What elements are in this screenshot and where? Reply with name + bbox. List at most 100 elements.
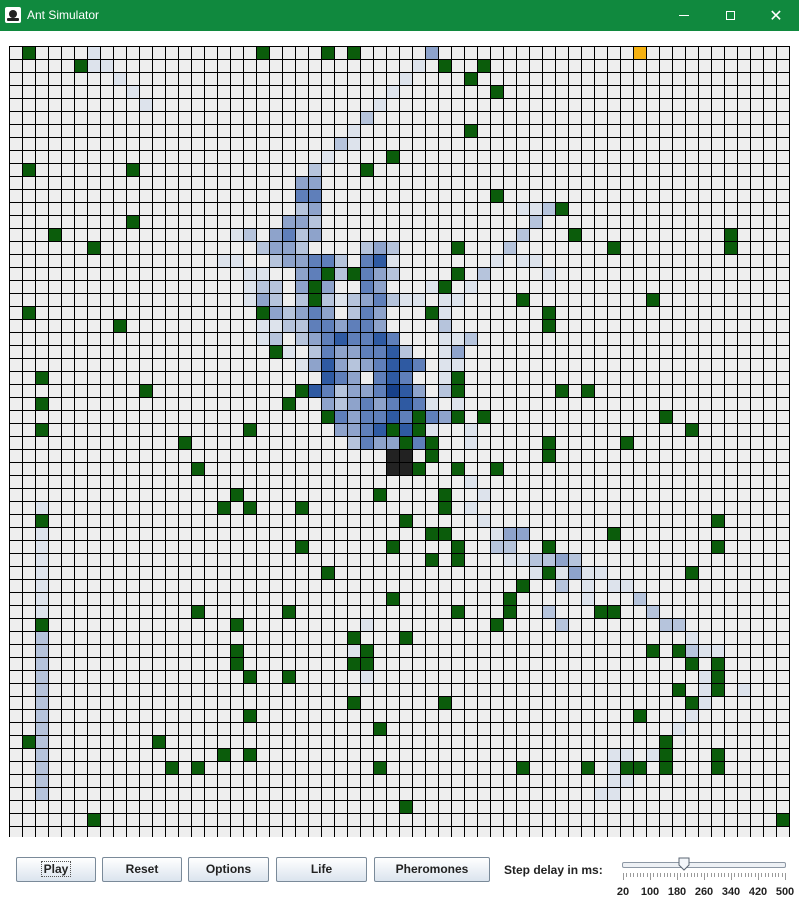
play-button[interactable]: Play — [16, 857, 96, 882]
food-cell — [48, 228, 61, 241]
pheromone-cell — [607, 748, 620, 761]
pheromone-cell — [542, 267, 555, 280]
pheromone-cell — [308, 345, 321, 358]
pheromone-cell — [347, 358, 360, 371]
pheromone-cell — [308, 267, 321, 280]
pheromone-cell — [373, 358, 386, 371]
pheromone-cell — [35, 722, 48, 735]
pheromone-cell — [269, 241, 282, 254]
pheromone-cell — [347, 332, 360, 345]
food-cell — [243, 748, 256, 761]
food-cell — [555, 384, 568, 397]
pheromone-cell — [308, 254, 321, 267]
pheromone-cell — [360, 332, 373, 345]
pheromone-cell — [347, 306, 360, 319]
pheromone-cell — [490, 254, 503, 267]
simulation-grid[interactable] — [0, 31, 799, 837]
pheromone-cell — [412, 293, 425, 306]
slider-track[interactable] — [622, 862, 786, 868]
life-button[interactable]: Life — [276, 857, 367, 882]
maximize-button[interactable] — [707, 0, 753, 31]
slider-tick — [758, 873, 759, 880]
pheromone-cell — [308, 163, 321, 176]
pheromone-cell — [321, 332, 334, 345]
pheromone-cell — [256, 293, 269, 306]
food-cell — [672, 644, 685, 657]
pheromone-cell — [35, 501, 48, 514]
slider-tick — [754, 873, 756, 877]
food-cell — [230, 644, 243, 657]
food-cell — [191, 462, 204, 475]
pheromone-cell — [334, 345, 347, 358]
slider-tick — [781, 873, 783, 877]
pheromone-cell — [568, 553, 581, 566]
maximize-icon — [725, 11, 735, 20]
grid-lines — [9, 46, 790, 837]
slider-tick — [697, 873, 699, 877]
slider-tick — [771, 873, 773, 877]
pheromone-cell — [269, 306, 282, 319]
pheromone-cell — [399, 371, 412, 384]
food-cell — [568, 228, 581, 241]
pheromone-cell — [373, 384, 386, 397]
pheromone-cell — [620, 774, 633, 787]
pheromone-cell — [282, 345, 295, 358]
food-cell — [243, 501, 256, 514]
food-cell — [35, 397, 48, 410]
food-cell — [516, 293, 529, 306]
food-cell — [269, 345, 282, 358]
pheromone-cell — [425, 397, 438, 410]
pheromone-cell — [87, 59, 100, 72]
food-cell — [425, 436, 438, 449]
food-cell — [451, 384, 464, 397]
pheromone-cell — [698, 670, 711, 683]
pheromones-button[interactable]: Pheromones — [374, 857, 490, 882]
slider-tick-label: 500 — [775, 886, 795, 898]
food-cell — [243, 423, 256, 436]
slider-tick — [751, 873, 753, 877]
pheromone-cell — [334, 384, 347, 397]
food-cell — [503, 605, 516, 618]
pheromone-cell — [360, 254, 373, 267]
options-button[interactable]: Options — [188, 857, 269, 882]
food-cell — [451, 553, 464, 566]
pheromone-cell — [503, 527, 516, 540]
pheromone-cell — [295, 280, 308, 293]
reset-button[interactable]: Reset — [102, 857, 182, 882]
slider-tick — [785, 873, 786, 880]
step-delay-slider[interactable]: 20 100 180 260 340 420 500 — [614, 855, 796, 906]
slider-tick — [704, 873, 705, 880]
slider-tick — [666, 873, 668, 877]
slider-tick — [629, 873, 631, 877]
pheromone-cell — [35, 553, 48, 566]
pheromone-cell — [503, 540, 516, 553]
pheromone-cell — [295, 267, 308, 280]
slider-thumb[interactable] — [678, 857, 690, 871]
food-cell — [152, 735, 165, 748]
slider-tick — [690, 873, 692, 877]
pheromone-cell — [438, 293, 451, 306]
minimize-button[interactable] — [661, 0, 707, 31]
slider-tick — [677, 873, 678, 880]
pheromone-cell — [295, 176, 308, 189]
food-cell — [646, 293, 659, 306]
food-cell — [217, 748, 230, 761]
pheromone-cell — [243, 293, 256, 306]
pheromone-cell — [282, 228, 295, 241]
pheromone-cell — [568, 566, 581, 579]
food-cell — [399, 800, 412, 813]
pheromone-cell — [399, 293, 412, 306]
pheromone-cell — [438, 345, 451, 358]
food-cell — [685, 657, 698, 670]
pheromone-cell — [607, 774, 620, 787]
pheromone-cell — [282, 306, 295, 319]
food-cell — [438, 280, 451, 293]
pheromone-cell — [35, 761, 48, 774]
close-button[interactable]: ✕ — [753, 0, 799, 31]
pheromone-cell — [308, 202, 321, 215]
food-cell — [633, 761, 646, 774]
pheromone-cell — [360, 111, 373, 124]
food-cell — [464, 124, 477, 137]
pheromone-cell — [347, 293, 360, 306]
pheromone-cell — [373, 98, 386, 111]
